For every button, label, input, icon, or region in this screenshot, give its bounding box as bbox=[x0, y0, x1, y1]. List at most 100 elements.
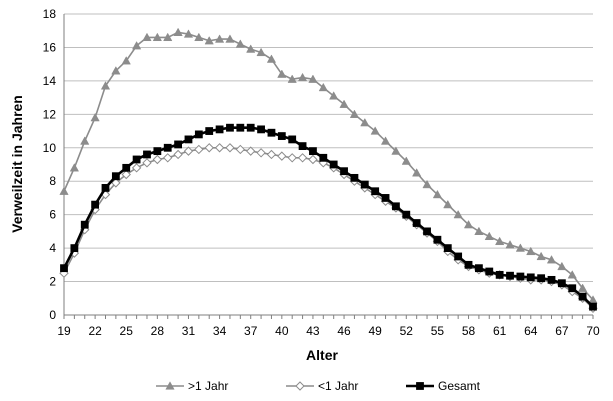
data-point bbox=[174, 140, 182, 149]
data-point bbox=[423, 227, 431, 236]
y-tick-label: 18 bbox=[43, 7, 57, 21]
data-point bbox=[443, 199, 453, 209]
data-point bbox=[131, 41, 142, 50]
data-point bbox=[360, 117, 370, 127]
data-point bbox=[90, 112, 100, 122]
data-point bbox=[70, 244, 79, 253]
data-point bbox=[422, 179, 432, 189]
data-point bbox=[340, 167, 348, 176]
legend-item: >1 Jahr bbox=[156, 379, 228, 393]
data-point bbox=[475, 264, 483, 273]
y-tick-label: 16 bbox=[43, 40, 57, 54]
data-point bbox=[495, 236, 505, 246]
x-tick-label: 64 bbox=[524, 324, 538, 338]
series-line bbox=[63, 146, 594, 309]
data-point bbox=[453, 209, 463, 219]
data-point bbox=[266, 54, 277, 63]
data-point bbox=[111, 66, 121, 75]
x-tick-label: 58 bbox=[462, 324, 476, 338]
x-tick-label: 19 bbox=[57, 324, 71, 338]
data-point bbox=[111, 178, 121, 188]
data-point bbox=[214, 34, 225, 43]
data-point bbox=[132, 155, 141, 164]
data-point bbox=[194, 144, 204, 155]
data-point bbox=[235, 39, 245, 48]
x-tick-label: 49 bbox=[368, 324, 382, 338]
data-point bbox=[516, 272, 525, 281]
data-point bbox=[381, 194, 390, 202]
data-point bbox=[183, 146, 194, 156]
data-point bbox=[402, 210, 411, 219]
data-point bbox=[370, 126, 380, 135]
x-tick-label: 31 bbox=[182, 324, 196, 338]
data-point bbox=[298, 142, 307, 151]
x-tick-label: 40 bbox=[275, 324, 289, 338]
data-point bbox=[392, 202, 400, 211]
data-point bbox=[205, 127, 214, 135]
series-group bbox=[60, 123, 597, 311]
x-axis-title: Alter bbox=[306, 347, 338, 363]
data-point bbox=[226, 123, 234, 132]
data-point bbox=[173, 27, 183, 37]
legend-label: Gesamt bbox=[438, 379, 481, 393]
data-point bbox=[277, 151, 287, 161]
data-point bbox=[537, 274, 546, 283]
x-tick-label: 46 bbox=[337, 324, 351, 338]
legend: >1 Jahr <1 Jahr Gesamt bbox=[156, 379, 481, 393]
data-point bbox=[318, 82, 328, 92]
data-point bbox=[578, 292, 587, 301]
data-point bbox=[412, 219, 421, 227]
data-point bbox=[309, 147, 317, 156]
y-tick-label: 12 bbox=[43, 107, 57, 121]
data-point bbox=[474, 226, 484, 235]
data-point bbox=[484, 231, 494, 241]
data-point bbox=[339, 99, 349, 108]
data-point bbox=[266, 149, 277, 160]
data-point bbox=[536, 251, 546, 261]
data-point bbox=[152, 32, 162, 42]
data-point bbox=[69, 163, 79, 172]
data-point bbox=[267, 128, 276, 137]
y-tick-label: 0 bbox=[49, 308, 56, 322]
series-line bbox=[63, 31, 594, 301]
data-point bbox=[391, 146, 401, 155]
legend-label: <1 Jahr bbox=[318, 379, 358, 393]
data-point bbox=[122, 163, 131, 172]
series-group bbox=[59, 27, 598, 304]
data-point bbox=[246, 44, 256, 53]
x-tick-label: 52 bbox=[400, 324, 414, 338]
data-point bbox=[308, 154, 318, 165]
data-point bbox=[433, 235, 442, 244]
data-point bbox=[568, 284, 577, 293]
data-point bbox=[505, 240, 515, 249]
data-point bbox=[142, 32, 152, 42]
data-point bbox=[173, 149, 183, 160]
data-point bbox=[495, 270, 504, 279]
data-point bbox=[350, 173, 359, 182]
data-point bbox=[225, 34, 235, 43]
data-point bbox=[163, 32, 173, 42]
data-point bbox=[60, 264, 68, 273]
x-tick-label: 34 bbox=[213, 324, 227, 338]
data-point bbox=[360, 180, 369, 189]
data-point bbox=[215, 125, 224, 134]
data-point bbox=[121, 169, 131, 180]
data-point bbox=[163, 143, 172, 152]
data-point bbox=[287, 153, 297, 163]
data-point bbox=[578, 283, 588, 292]
y-tick-label: 8 bbox=[49, 174, 56, 188]
data-point bbox=[204, 143, 214, 153]
data-point bbox=[246, 123, 255, 132]
data-point bbox=[194, 130, 203, 139]
x-tick-label: 61 bbox=[493, 324, 507, 338]
x-tick-label: 25 bbox=[120, 324, 134, 338]
data-point bbox=[515, 243, 526, 252]
data-point bbox=[80, 136, 90, 145]
data-point bbox=[194, 32, 204, 42]
data-point bbox=[257, 125, 265, 134]
data-point bbox=[163, 153, 173, 163]
y-tick-labels: 0 2 4 6 8 10 12 14 16 18 bbox=[43, 7, 57, 322]
data-point bbox=[256, 47, 266, 57]
data-point bbox=[80, 220, 89, 229]
